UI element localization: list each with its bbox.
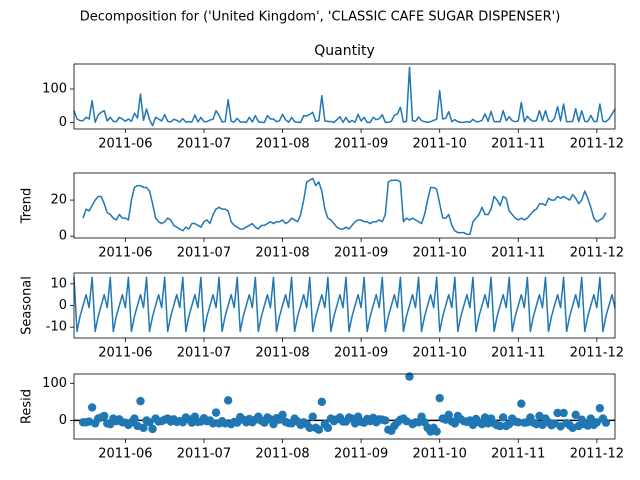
data-point xyxy=(450,419,460,428)
x-tick-label: 2011-08 xyxy=(255,346,309,361)
data-point xyxy=(514,418,523,427)
data-line xyxy=(82,177,607,236)
x-tick-label: 2011-12 xyxy=(570,447,624,462)
data-point xyxy=(323,423,333,433)
figure-title: Decomposition for ('United Kingdom', 'CL… xyxy=(80,10,561,25)
x-tick-label: 2011-12 xyxy=(570,346,624,361)
subplot-title: Quantity xyxy=(314,43,375,59)
data-point xyxy=(148,424,157,434)
y-axis-label: Seasonal xyxy=(20,276,35,335)
data-point xyxy=(208,419,218,428)
x-tick-label: 2011-08 xyxy=(255,137,309,152)
x-tick-label: 2011-11 xyxy=(491,447,545,462)
y-tick-label: 0 xyxy=(59,413,67,428)
x-tick-label: 2011-06 xyxy=(98,137,152,152)
data-point xyxy=(305,423,314,433)
x-tick-label: 2011-11 xyxy=(491,346,545,361)
data-point xyxy=(223,396,233,405)
y-tick-label: 100 xyxy=(42,376,67,391)
axes-frame xyxy=(73,272,616,339)
data-point xyxy=(601,418,611,427)
x-tick-label: 2011-06 xyxy=(98,447,152,462)
subplot: Seasonal -10 0 10 2011-06 2011-07 2011-08 2011-… xyxy=(20,272,624,361)
y-axis-label: Trend xyxy=(20,188,35,225)
subplot: Trend 0 20 2011-06 2011-07 2011-08 2011-09 2011… xyxy=(20,172,624,261)
axes-frame xyxy=(73,63,616,130)
y-tick-label: 0 xyxy=(59,229,67,244)
data-point xyxy=(553,408,562,418)
x-tick-label: 2011-12 xyxy=(570,246,624,261)
x-tick-label: 2011-06 xyxy=(98,246,152,261)
y-tick-label: 100 xyxy=(42,82,67,97)
x-tick-label: 2011-09 xyxy=(334,447,388,462)
y-tick-label: 20 xyxy=(50,193,67,208)
x-tick-label: 2011-08 xyxy=(255,447,309,462)
data-point xyxy=(559,408,568,418)
x-tick-label: 2011-08 xyxy=(255,246,309,261)
data-point xyxy=(314,425,324,434)
data-point xyxy=(571,410,580,420)
data-point xyxy=(100,411,109,421)
data-point xyxy=(211,408,221,417)
x-tick-label: 2011-11 xyxy=(491,246,545,261)
data-point xyxy=(595,403,605,413)
data-point xyxy=(592,418,602,427)
data-line xyxy=(73,66,616,127)
data-point xyxy=(435,393,444,403)
data-point xyxy=(136,396,145,406)
axes-frame xyxy=(73,172,616,239)
x-tick-label: 2011-11 xyxy=(491,137,545,152)
x-tick-label: 2011-10 xyxy=(413,447,467,462)
data-point xyxy=(444,410,453,420)
x-tick-label: 2011-12 xyxy=(570,137,624,152)
axes-frame xyxy=(73,373,616,440)
data-point xyxy=(405,372,414,381)
data-point xyxy=(87,403,97,412)
x-tick-label: 2011-07 xyxy=(177,346,231,361)
data-point xyxy=(517,399,526,408)
data-point xyxy=(145,418,154,427)
x-tick-label: 2011-07 xyxy=(177,137,231,152)
x-tick-label: 2011-10 xyxy=(413,346,467,361)
x-tick-label: 2011-09 xyxy=(334,137,388,152)
subplot: Resid 0 100 2011-06 2011-07 2011-08 2011-09 201… xyxy=(20,372,624,462)
data-point xyxy=(498,413,508,422)
data-point xyxy=(586,414,596,423)
data-point xyxy=(432,427,441,436)
x-tick-label: 2011-09 xyxy=(334,346,388,361)
data-point xyxy=(130,414,139,423)
data-line xyxy=(73,276,616,333)
data-point xyxy=(308,412,317,421)
y-tick-label: 10 xyxy=(50,276,67,291)
y-tick-label: -10 xyxy=(46,320,67,335)
x-tick-label: 2011-07 xyxy=(177,447,231,462)
x-tick-label: 2011-10 xyxy=(413,137,467,152)
x-tick-label: 2011-07 xyxy=(177,246,231,261)
data-point xyxy=(495,421,505,431)
y-tick-label: 0 xyxy=(59,115,67,130)
y-tick-label: 0 xyxy=(59,298,67,313)
data-point xyxy=(381,416,390,425)
data-point xyxy=(278,410,287,420)
data-point xyxy=(139,423,148,433)
y-axis-label: Resid xyxy=(20,389,35,424)
x-tick-label: 2011-10 xyxy=(413,246,467,261)
x-tick-label: 2011-06 xyxy=(98,346,152,361)
x-tick-label: 2011-09 xyxy=(334,246,388,261)
data-point xyxy=(317,397,327,407)
subplot: Quantity 0 100 2011-06 2011-07 2011-08 2011-09… xyxy=(42,43,624,152)
